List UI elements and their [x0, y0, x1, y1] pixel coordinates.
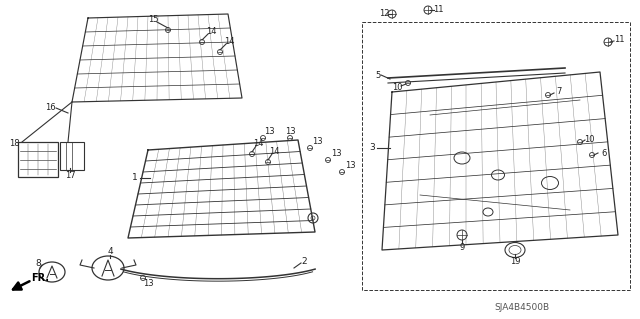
Text: SJA4B4500B: SJA4B4500B [495, 303, 550, 313]
Circle shape [307, 145, 312, 151]
Circle shape [589, 152, 595, 158]
Text: 14: 14 [253, 138, 263, 147]
Text: 17: 17 [65, 170, 76, 180]
Text: 10: 10 [584, 135, 595, 144]
Text: 3: 3 [369, 144, 375, 152]
Circle shape [406, 80, 410, 85]
Text: 19: 19 [509, 257, 520, 266]
Circle shape [577, 139, 582, 145]
Text: 13: 13 [143, 279, 154, 288]
Circle shape [326, 158, 330, 162]
Bar [60, 142, 84, 170]
Text: 11: 11 [614, 35, 624, 44]
Text: 16: 16 [45, 103, 55, 113]
Text: 2: 2 [301, 257, 307, 266]
Text: 6: 6 [602, 149, 607, 158]
Text: 9: 9 [460, 242, 465, 251]
Circle shape [166, 27, 170, 33]
Text: 13: 13 [312, 137, 323, 145]
Circle shape [200, 40, 205, 44]
Text: 7: 7 [556, 87, 562, 97]
Text: 13: 13 [345, 161, 355, 170]
Text: 13: 13 [331, 150, 341, 159]
Circle shape [287, 136, 292, 140]
Text: FR.: FR. [31, 273, 49, 283]
Text: 8: 8 [35, 259, 41, 269]
Text: 14: 14 [269, 146, 279, 155]
Bar [362, 22, 630, 290]
Circle shape [545, 93, 550, 98]
Circle shape [266, 160, 271, 165]
Text: 5: 5 [376, 70, 381, 79]
Bar [18, 142, 58, 177]
Text: 12: 12 [379, 10, 389, 19]
Text: 1: 1 [132, 174, 138, 182]
Text: 10: 10 [392, 84, 403, 93]
Text: 11: 11 [433, 5, 444, 14]
Text: 18: 18 [9, 139, 19, 149]
Text: 13: 13 [285, 127, 295, 136]
Circle shape [339, 169, 344, 174]
Circle shape [141, 276, 145, 280]
Circle shape [250, 152, 255, 157]
Circle shape [260, 136, 266, 140]
Text: 15: 15 [148, 16, 158, 25]
Text: 14: 14 [224, 38, 234, 47]
Text: 4: 4 [107, 248, 113, 256]
Text: 13: 13 [264, 127, 275, 136]
Text: 14: 14 [205, 27, 216, 36]
Circle shape [218, 49, 223, 55]
